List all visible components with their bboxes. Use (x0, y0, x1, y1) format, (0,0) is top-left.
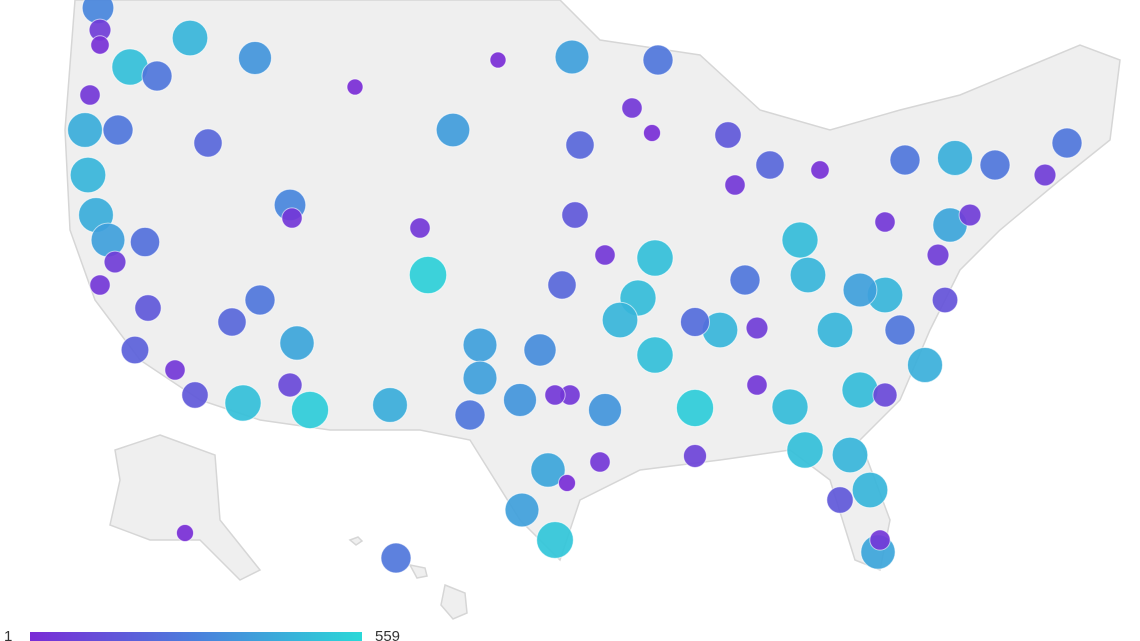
legend-max: 559 (375, 628, 400, 641)
bubble (544, 384, 566, 406)
bubble (786, 431, 824, 469)
bubble (181, 381, 209, 409)
bubble (889, 144, 921, 176)
bubble (290, 390, 330, 430)
bubble (244, 284, 276, 316)
bubble (380, 542, 412, 574)
bubble (979, 149, 1011, 181)
bubble (642, 44, 674, 76)
bubble (872, 382, 898, 408)
bubble (724, 174, 746, 196)
bubble (175, 523, 195, 543)
bubble (675, 388, 715, 428)
bubble (636, 239, 674, 277)
bubble (193, 128, 223, 158)
bubbles (67, 0, 1083, 574)
bubble (409, 217, 431, 239)
bubble (281, 207, 303, 229)
bubble (789, 256, 827, 294)
bubble (745, 316, 769, 340)
bubble (224, 384, 262, 422)
bubble (874, 211, 896, 233)
bubble (503, 383, 537, 417)
bubble (279, 325, 315, 361)
bubble (958, 203, 982, 227)
bubble (869, 529, 891, 551)
hawaii (348, 536, 468, 620)
bubble (530, 452, 566, 488)
bubble (523, 333, 557, 367)
bubble (69, 156, 107, 194)
bubble (565, 130, 595, 160)
bubble (926, 243, 950, 267)
bubble (826, 486, 854, 514)
bubble (89, 274, 111, 296)
bubble (729, 264, 761, 296)
bubble (679, 306, 711, 338)
bubble (636, 336, 674, 374)
bubble (134, 294, 162, 322)
bubble (851, 471, 889, 509)
bubble (842, 272, 878, 308)
bubble (346, 78, 364, 96)
bubble (561, 201, 589, 229)
bubble (372, 387, 408, 423)
bubble (594, 244, 616, 266)
bubble (831, 436, 869, 474)
bubble (642, 123, 662, 143)
bubble (816, 311, 854, 349)
bubble (682, 443, 708, 469)
bubble (238, 41, 272, 75)
bubble (504, 492, 540, 528)
bubble (164, 359, 186, 381)
bubble (79, 84, 101, 106)
bubble (102, 114, 134, 146)
bubble (462, 327, 498, 363)
bubble (462, 360, 498, 396)
bubble (217, 307, 247, 337)
bubble (454, 399, 486, 431)
bubble (601, 301, 639, 339)
bubble (746, 374, 768, 396)
bubble (277, 372, 303, 398)
legend-scale (30, 632, 362, 641)
bubble (781, 221, 819, 259)
bubble (755, 150, 785, 180)
bubble (171, 19, 209, 57)
us-land (64, 0, 1121, 572)
bubble (931, 286, 959, 314)
bubble (557, 473, 577, 493)
bubble (936, 139, 974, 177)
bubble (435, 112, 471, 148)
bubble (1051, 127, 1083, 159)
alaska (109, 434, 262, 581)
bubble (841, 371, 879, 409)
bubble (408, 255, 448, 295)
bubble (589, 451, 611, 473)
bubble (1033, 163, 1057, 187)
bubble (554, 39, 590, 75)
bubble (771, 388, 809, 426)
bubble (884, 314, 916, 346)
bubble (489, 51, 507, 69)
bubble (588, 393, 622, 427)
bubble (714, 121, 742, 149)
bubble (141, 60, 173, 92)
bubble (547, 270, 577, 300)
bubble (906, 346, 944, 384)
bubble (536, 521, 574, 559)
bubble (810, 160, 830, 180)
bubble (129, 226, 161, 258)
bubble (103, 250, 127, 274)
bubble (621, 97, 643, 119)
bubble (67, 112, 103, 148)
bubble (120, 335, 150, 365)
legend-min: 1 (4, 628, 12, 641)
bubble (90, 35, 110, 55)
